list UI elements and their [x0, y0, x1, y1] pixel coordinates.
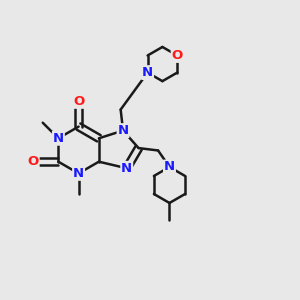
Text: N: N: [121, 162, 132, 175]
Text: N: N: [53, 132, 64, 145]
Text: N: N: [164, 160, 175, 173]
Text: N: N: [142, 66, 153, 79]
Text: O: O: [28, 155, 39, 168]
Text: O: O: [172, 49, 183, 62]
Text: O: O: [73, 95, 84, 108]
Text: N: N: [118, 124, 129, 137]
Text: N: N: [73, 167, 84, 180]
